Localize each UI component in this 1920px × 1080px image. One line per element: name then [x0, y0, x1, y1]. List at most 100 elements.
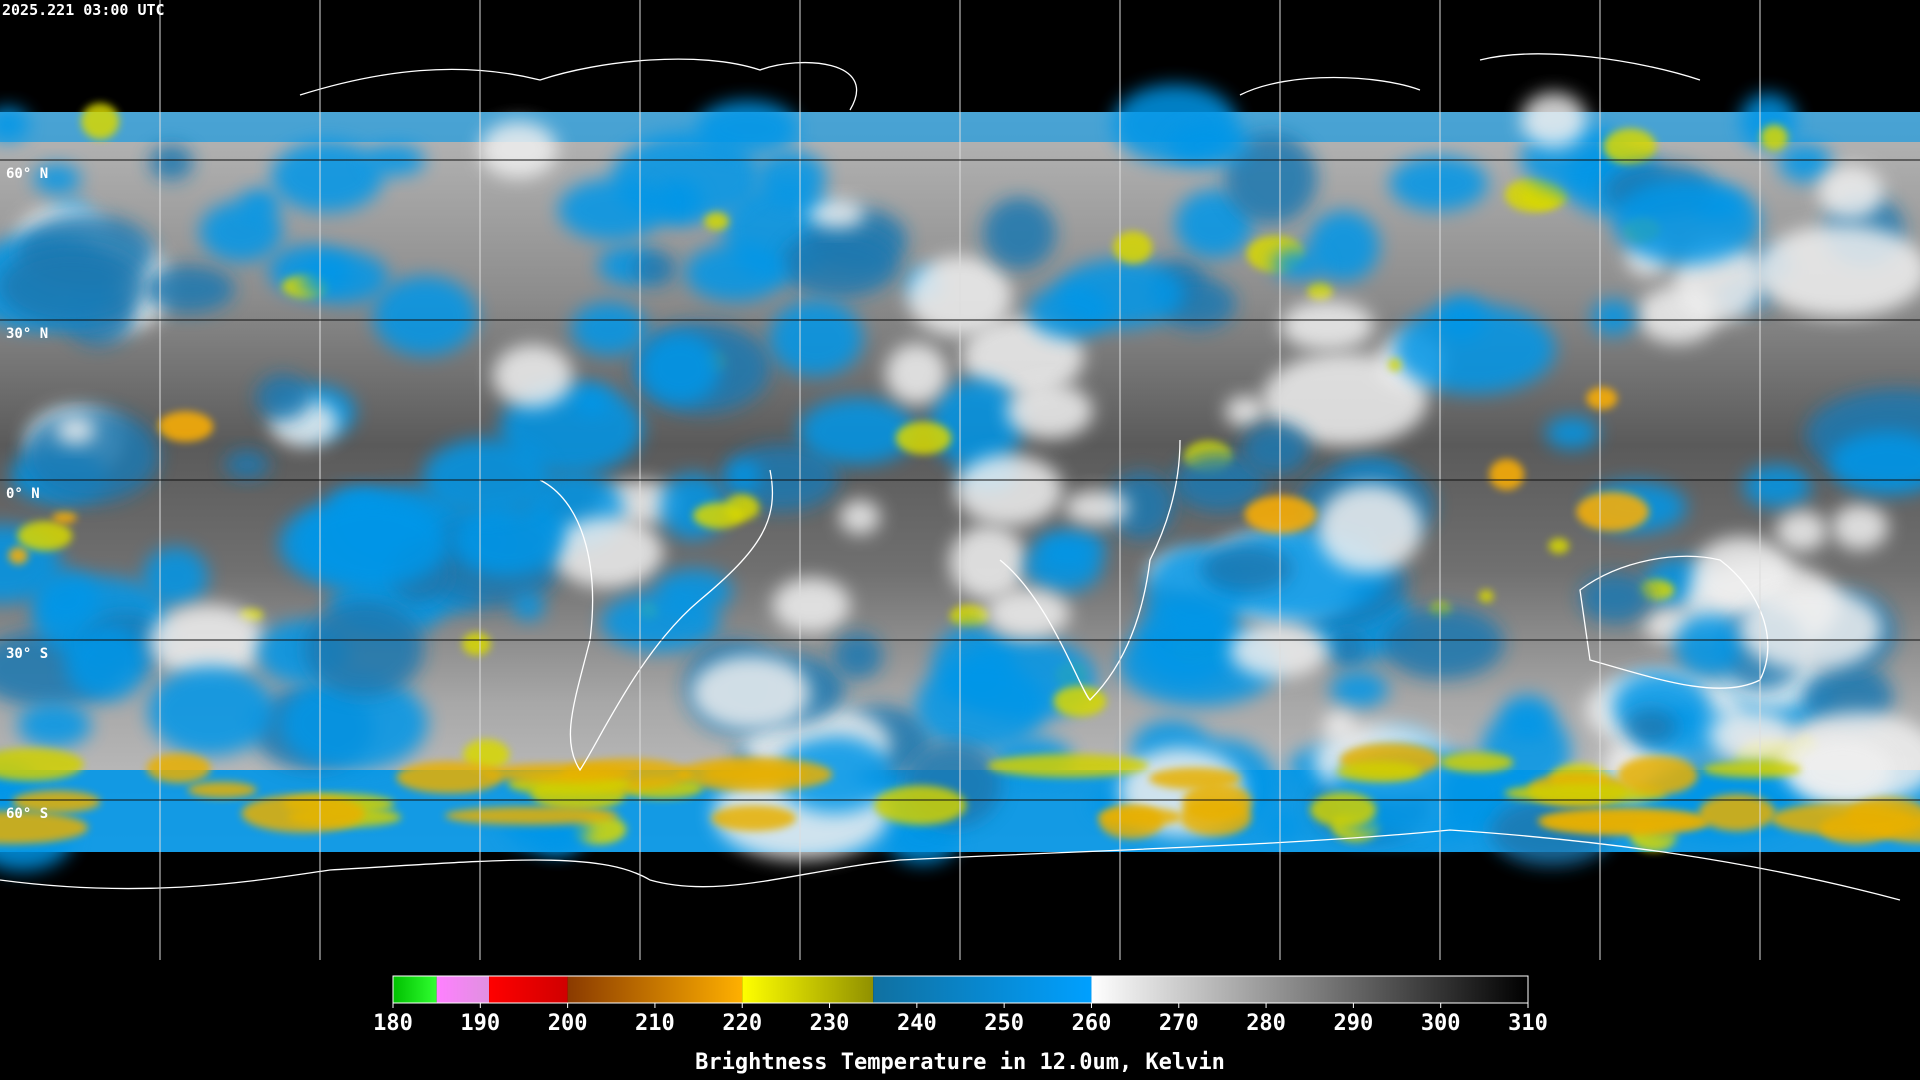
cloud: [1098, 807, 1183, 827]
cloud: [1280, 300, 1375, 351]
cloud: [0, 748, 84, 781]
cloud: [1521, 92, 1587, 148]
cloud: [1310, 792, 1377, 828]
cloud: [241, 794, 365, 833]
cloud: [52, 510, 77, 524]
cloud: [1778, 142, 1833, 183]
cloud: [1389, 155, 1488, 212]
cloud: [1330, 630, 1367, 666]
colorbar-segment: [1091, 976, 1528, 1003]
cloud: [1394, 304, 1556, 394]
cloud: [512, 592, 545, 621]
cloud: [1108, 472, 1175, 539]
cloud: [157, 411, 214, 442]
cloud: [0, 107, 30, 142]
cloud: [1307, 210, 1380, 282]
cloud: [1674, 613, 1742, 678]
cloud: [146, 753, 211, 783]
cloud: [949, 604, 990, 628]
cloud: [574, 386, 610, 416]
cloud: [551, 516, 664, 588]
cloud: [907, 255, 1012, 337]
cloud: [1261, 352, 1428, 447]
cloud: [1388, 358, 1402, 372]
cloud: [684, 243, 787, 302]
cloud: [1027, 285, 1112, 339]
cloud: [1576, 491, 1650, 532]
cloud: [280, 675, 428, 772]
cloud: [696, 100, 799, 158]
cloud: [1113, 231, 1153, 264]
cloud: [1052, 685, 1107, 717]
cloud: [1175, 189, 1254, 259]
cloud: [256, 374, 310, 421]
colorbar-tick-label: 280: [1246, 1011, 1286, 1036]
cloud: [1775, 510, 1828, 552]
australia-coast: [1579, 555, 1769, 689]
cloud: [1548, 538, 1570, 554]
colorbar-tick-label: 300: [1421, 1011, 1461, 1036]
cloud: [987, 754, 1149, 778]
arctic-coast: [299, 58, 858, 111]
colorbar: 180 190 200 210 220 230 240 250 260 270 280 290 300 3…: [373, 975, 1548, 1036]
colorbar-tick-label: 210: [635, 1011, 675, 1036]
cloud: [463, 739, 510, 771]
colorbar-tick-label: 200: [548, 1011, 588, 1036]
cloud: [776, 736, 893, 814]
cloud: [422, 438, 552, 517]
cloud: [373, 276, 478, 356]
colorbar-tick-label: 220: [722, 1011, 762, 1036]
cloud: [724, 444, 839, 512]
cloud: [1504, 783, 1667, 804]
coastlines: [0, 53, 1901, 901]
cloud: [12, 790, 101, 813]
cloud: [8, 546, 29, 565]
cloud: [1692, 536, 1791, 611]
cloud: [148, 604, 267, 679]
colorbar-frame: [392, 975, 1529, 1004]
cloud: [1478, 589, 1494, 603]
cloud: [17, 521, 73, 551]
cloud: [33, 568, 99, 629]
cloud: [756, 150, 827, 204]
colorbar-tick-label: 180: [373, 1011, 413, 1036]
colorbar-segment: [393, 976, 437, 1003]
cloud: [1064, 490, 1130, 525]
cloud: [1698, 794, 1776, 832]
cloud: [769, 300, 863, 377]
cloud: [300, 251, 389, 304]
cloud: [885, 343, 948, 405]
latitude-label: 0° N: [6, 486, 40, 502]
cloud: [1743, 465, 1811, 508]
colorbar-tick-label: 310: [1508, 1011, 1548, 1036]
cloud: [655, 568, 733, 614]
colorbar-tick-label: 250: [984, 1011, 1024, 1036]
cloud: [798, 398, 917, 465]
colorbar-tick-label: 240: [897, 1011, 937, 1036]
cloud: [1501, 694, 1554, 739]
cloud: [639, 332, 721, 404]
cloud: [691, 655, 811, 731]
cloud: [33, 163, 81, 194]
cloud: [1489, 458, 1525, 491]
timestamp: 2025.221 03:00 UTC: [2, 1, 165, 19]
cloud: [955, 454, 1063, 527]
cloud: [1603, 128, 1657, 165]
cloud: [1739, 587, 1882, 671]
africa-coast: [999, 439, 1181, 701]
cloud: [1224, 132, 1318, 224]
cloud: [1829, 431, 1920, 495]
cloud: [1200, 544, 1292, 593]
cloud: [1792, 738, 1893, 802]
cloud: [986, 588, 1070, 639]
cloud: [874, 785, 967, 825]
cloud: [1591, 299, 1636, 336]
cloud: [1336, 761, 1423, 783]
cloud: [1702, 761, 1802, 778]
cloud: [1241, 423, 1310, 475]
cloud: [1224, 395, 1266, 428]
arctic-coast: [1239, 53, 1701, 96]
colorbar-tick-label: 290: [1334, 1011, 1374, 1036]
